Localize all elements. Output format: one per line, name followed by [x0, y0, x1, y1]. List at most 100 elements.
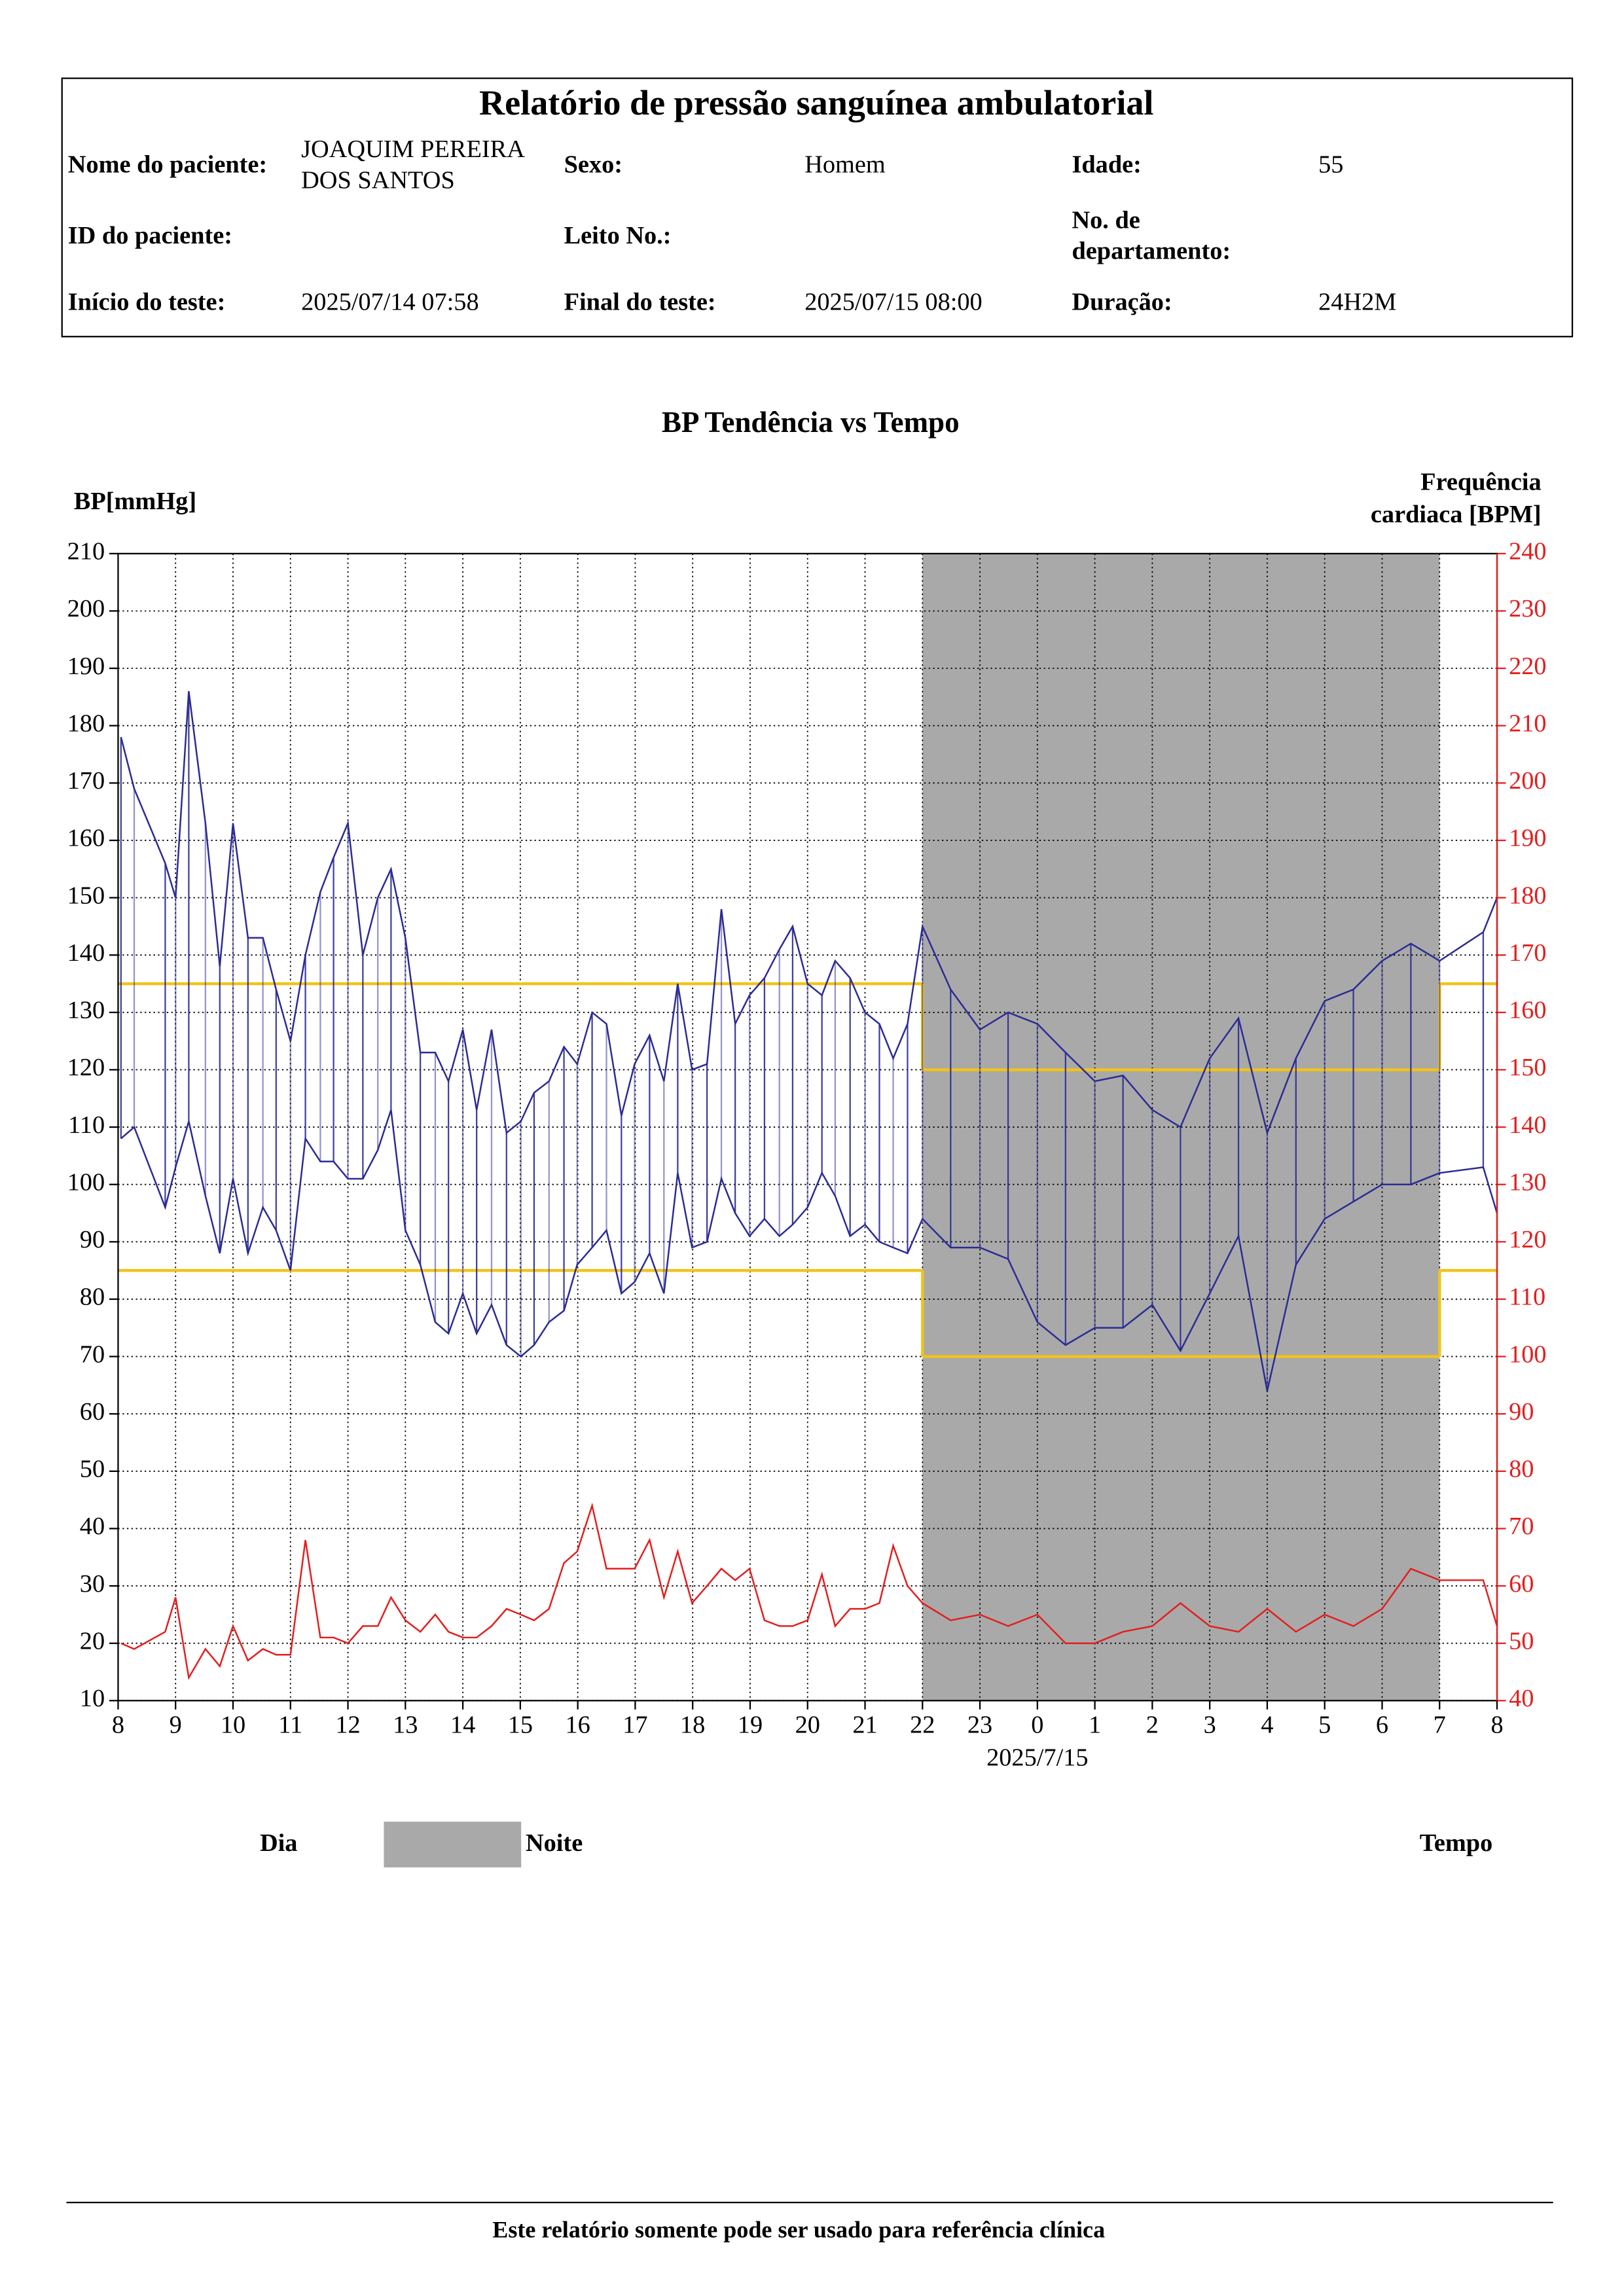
x-tick-label: 0 — [1031, 1712, 1043, 1739]
y2-tick-label: 120 — [1509, 1226, 1546, 1253]
y-tick-label: 180 — [67, 710, 105, 738]
y2-axis-label: cardiaca [BPM] — [1371, 501, 1542, 528]
y-tick-label: 210 — [67, 538, 105, 565]
y2-tick-label: 40 — [1509, 1685, 1534, 1712]
x-tick-label: 15 — [508, 1712, 533, 1739]
y2-tick-label: 190 — [1509, 825, 1546, 852]
y2-tick-label: 200 — [1509, 767, 1546, 795]
x-axis-label: Tempo — [1420, 1829, 1492, 1857]
y2-tick-label: 70 — [1509, 1513, 1534, 1540]
x-tick-label: 8 — [1490, 1712, 1503, 1739]
field-label: departamento: — [1072, 238, 1231, 265]
y-tick-label: 100 — [67, 1169, 105, 1196]
y2-tick-label: 60 — [1509, 1570, 1534, 1598]
x-tick-label: 14 — [450, 1712, 475, 1739]
header-box — [61, 77, 1574, 338]
y-tick-label: 150 — [67, 882, 105, 909]
field-label: ID do paciente: — [68, 222, 232, 249]
y-tick-label: 50 — [80, 1456, 105, 1483]
field-value: 55 — [1318, 151, 1343, 179]
field-label: Sexo: — [564, 151, 623, 179]
y-tick-label: 140 — [67, 939, 105, 967]
date-annotation: 2025/7/15 — [986, 1744, 1088, 1771]
field-label: Leito No.: — [564, 222, 672, 249]
y2-tick-label: 220 — [1509, 653, 1546, 680]
chart-title: BP Tendência vs Tempo — [662, 406, 960, 439]
field-label: Início do teste: — [68, 288, 226, 315]
y2-tick-label: 100 — [1509, 1340, 1546, 1368]
field-label: Idade: — [1072, 151, 1142, 179]
y2-tick-label: 150 — [1509, 1054, 1546, 1081]
series-line — [120, 1109, 1498, 1391]
y2-tick-label: 210 — [1509, 710, 1546, 738]
x-tick-label: 23 — [967, 1712, 992, 1739]
x-tick-label: 22 — [910, 1712, 935, 1739]
y-tick-label: 130 — [67, 997, 105, 1024]
series-line — [120, 1502, 1498, 1680]
y-tick-label: 160 — [67, 825, 105, 852]
footer-note: Este relatório somente pode ser usado pa… — [492, 2217, 1105, 2243]
field-label: Duração: — [1072, 288, 1172, 315]
field-value: JOAQUIM PEREIRA — [301, 135, 525, 163]
field-value: 24H2M — [1318, 288, 1396, 315]
y2-tick-label: 130 — [1509, 1169, 1546, 1196]
y2-tick-label: 140 — [1509, 1111, 1546, 1139]
x-tick-label: 1 — [1089, 1712, 1101, 1739]
x-tick-label: 6 — [1376, 1712, 1388, 1739]
x-tick-label: 7 — [1434, 1712, 1446, 1739]
x-tick-label: 10 — [221, 1712, 245, 1739]
x-tick-label: 12 — [335, 1712, 360, 1739]
x-tick-label: 13 — [393, 1712, 418, 1739]
report-title: Relatório de pressão sanguínea ambulator… — [479, 83, 1153, 122]
y2-tick-label: 90 — [1509, 1398, 1534, 1426]
field-value: 2025/07/15 08:00 — [804, 288, 983, 315]
y-tick-label: 10 — [80, 1685, 105, 1712]
x-tick-label: 9 — [170, 1712, 182, 1739]
x-tick-label: 20 — [795, 1712, 820, 1739]
y-tick-label: 30 — [80, 1570, 105, 1598]
legend-label: Dia — [260, 1829, 298, 1857]
y2-tick-label: 230 — [1509, 595, 1546, 622]
x-tick-label: 16 — [565, 1712, 590, 1739]
x-tick-label: 8 — [112, 1712, 124, 1739]
y2-tick-label: 170 — [1509, 939, 1546, 967]
y2-tick-label: 50 — [1509, 1628, 1534, 1655]
y-tick-label: 80 — [80, 1283, 105, 1311]
field-value: DOS SANTOS — [301, 166, 455, 194]
x-tick-label: 11 — [278, 1712, 302, 1739]
legend-label: Noite — [526, 1829, 583, 1857]
y2-tick-label: 160 — [1509, 997, 1546, 1024]
x-tick-label: 17 — [623, 1712, 647, 1739]
field-label: No. de — [1072, 206, 1140, 234]
y2-tick-label: 180 — [1509, 882, 1546, 909]
y2-tick-label: 240 — [1509, 538, 1546, 565]
y2-tick-label: 110 — [1509, 1283, 1545, 1311]
y2-axis-label: Frequência — [1420, 469, 1542, 496]
y-tick-label: 20 — [80, 1628, 105, 1655]
y-tick-label: 200 — [67, 595, 105, 622]
x-tick-label: 18 — [680, 1712, 705, 1739]
y2-tick-label: 80 — [1509, 1456, 1534, 1483]
y-tick-label: 110 — [68, 1111, 105, 1139]
field-value: Homem — [804, 151, 886, 179]
x-tick-label: 3 — [1204, 1712, 1216, 1739]
y-tick-label: 60 — [80, 1398, 105, 1426]
series-line — [120, 691, 1498, 1136]
x-tick-label: 19 — [738, 1712, 763, 1739]
x-tick-label: 21 — [852, 1712, 877, 1739]
legend-swatch — [384, 1821, 522, 1868]
y-tick-label: 170 — [67, 767, 105, 795]
y-tick-label: 120 — [67, 1054, 105, 1081]
y-tick-label: 40 — [80, 1513, 105, 1540]
y-axis-label: BP[mmHg] — [74, 488, 196, 515]
x-tick-label: 4 — [1261, 1712, 1273, 1739]
field-label: Nome do paciente: — [68, 151, 267, 179]
x-tick-label: 2 — [1146, 1712, 1159, 1739]
x-tick-label: 5 — [1318, 1712, 1331, 1739]
y-tick-label: 190 — [67, 653, 105, 680]
field-value: 2025/07/14 07:58 — [301, 288, 479, 315]
y-tick-label: 90 — [80, 1226, 105, 1253]
field-label: Final do teste: — [564, 288, 716, 315]
